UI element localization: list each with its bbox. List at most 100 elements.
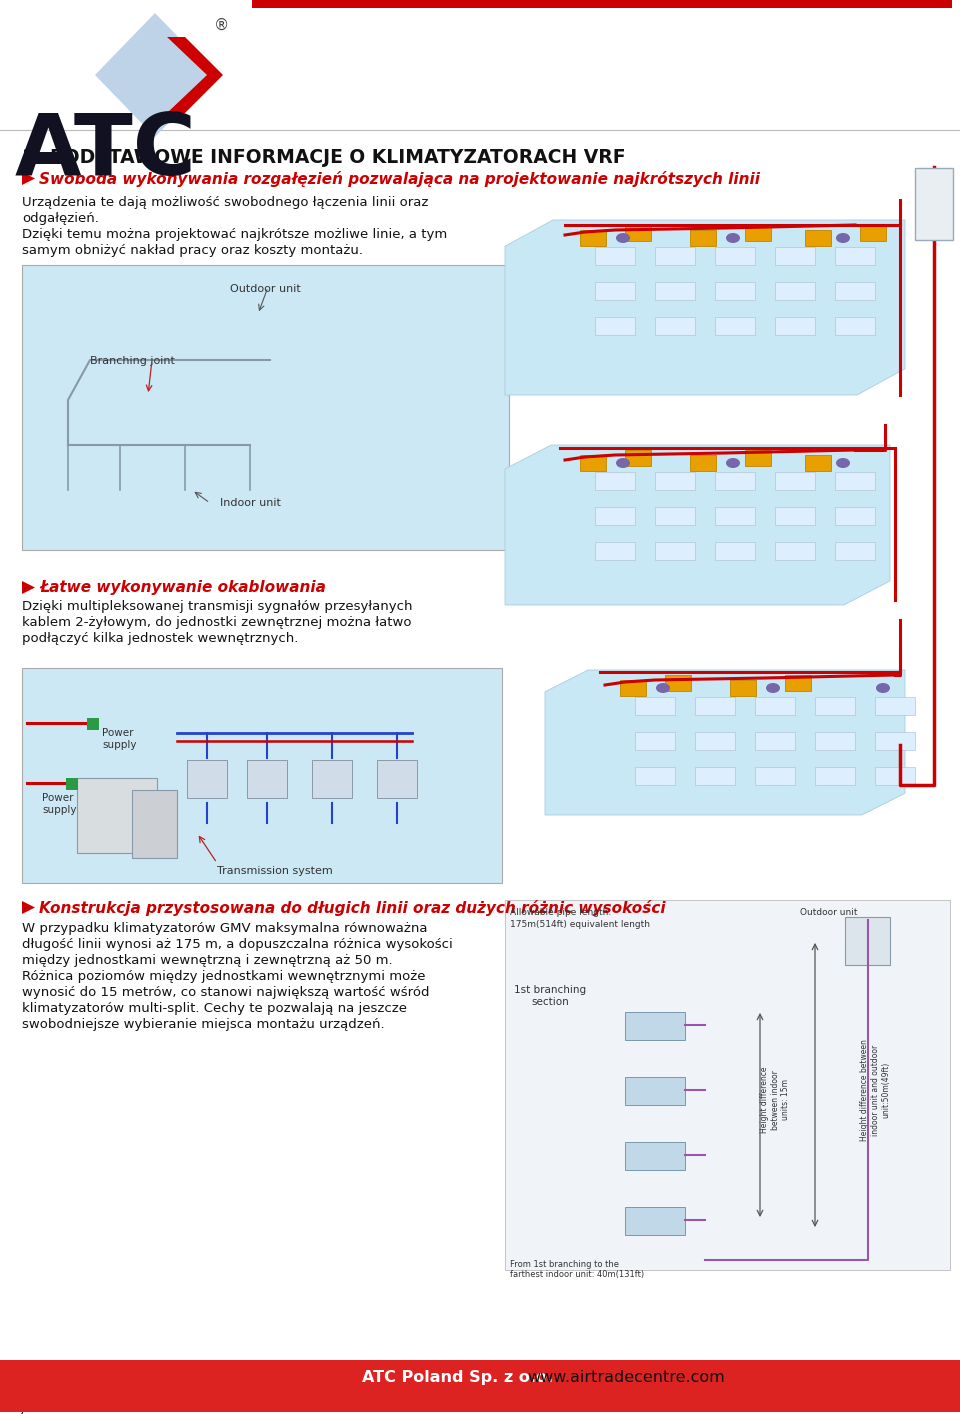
Bar	[715, 317, 755, 335]
Text: Height difference between
indoor unit and outdoor
unit:50m(49ft): Height difference between indoor unit an…	[860, 1039, 890, 1141]
Bar	[695, 697, 735, 715]
Ellipse shape	[876, 683, 890, 693]
Text: W przypadku klimatyzatorów GMV maksymalna równoważna: W przypadku klimatyzatorów GMV maksymaln…	[22, 922, 427, 935]
Bar	[655, 247, 695, 264]
Bar	[595, 247, 635, 264]
Bar	[715, 281, 755, 300]
Text: podłączyć kilka jednostek wewnętrznych.: podłączyć kilka jednostek wewnętrznych.	[22, 632, 299, 645]
Bar	[785, 674, 811, 691]
Bar	[815, 766, 855, 785]
Text: Transmission system: Transmission system	[217, 865, 333, 877]
Bar	[730, 680, 756, 696]
Ellipse shape	[616, 233, 630, 243]
Bar	[625, 1143, 685, 1169]
Bar	[187, 759, 227, 797]
Bar	[595, 472, 635, 491]
Bar	[775, 542, 815, 560]
Ellipse shape	[766, 683, 780, 693]
Bar	[625, 450, 651, 467]
Bar	[77, 778, 157, 853]
Ellipse shape	[836, 233, 850, 243]
Bar	[845, 918, 890, 964]
Bar	[745, 450, 771, 467]
Bar	[665, 674, 691, 691]
Polygon shape	[505, 221, 905, 395]
Polygon shape	[95, 13, 215, 137]
Bar	[745, 225, 771, 240]
Polygon shape	[85, 438, 95, 445]
Ellipse shape	[726, 458, 740, 468]
Bar	[915, 168, 953, 240]
Text: ATC: ATC	[15, 110, 197, 192]
Bar	[715, 247, 755, 264]
Bar	[270, 296, 330, 351]
Text: Różnica poziomów między jednostkami wewnętrznymi może: Różnica poziomów między jednostkami wewn…	[22, 970, 425, 983]
Bar	[117, 495, 169, 534]
Bar	[875, 732, 915, 749]
Bar	[132, 790, 177, 858]
Text: Outdoor unit: Outdoor unit	[800, 908, 857, 918]
Bar	[775, 281, 815, 300]
Text: Power
supply: Power supply	[42, 793, 77, 814]
Text: długość linii wynosi aż 175 m, a dopuszczalna różnica wysokości: długość linii wynosi aż 175 m, a dopuszc…	[22, 937, 453, 952]
Bar	[180, 495, 232, 534]
Text: 175m(514ft) equivalent length: 175m(514ft) equivalent length	[510, 921, 650, 929]
Text: Height difference
between indoor
units: 15m: Height difference between indoor units: …	[760, 1066, 790, 1133]
Bar	[695, 732, 735, 749]
Bar	[22, 667, 502, 882]
Text: Indoor unit: Indoor unit	[220, 498, 281, 508]
Text: 1.: 1.	[22, 148, 42, 167]
Text: swobodniejsze wybieranie miejsca montażu urządzeń.: swobodniejsze wybieranie miejsca montażu…	[22, 1018, 385, 1031]
Text: www.airtradecentre.com: www.airtradecentre.com	[527, 1370, 725, 1384]
Text: Urządzenia te dają możliwość swobodnego łączenia linii oraz: Urządzenia te dają możliwość swobodnego …	[22, 197, 428, 209]
Polygon shape	[167, 37, 223, 113]
Bar	[805, 455, 831, 471]
Bar	[875, 697, 915, 715]
Text: Dzięki multipleksowanej transmisji sygnałów przesyłanych: Dzięki multipleksowanej transmisji sygna…	[22, 600, 413, 614]
Bar	[625, 1208, 685, 1234]
Bar	[247, 759, 287, 797]
Bar	[595, 508, 635, 525]
Bar	[835, 247, 875, 264]
Text: Allowable pipe length:: Allowable pipe length:	[510, 908, 612, 918]
Bar	[715, 542, 755, 560]
Bar	[308, 297, 363, 346]
Text: Branching joint: Branching joint	[90, 356, 175, 366]
Bar	[835, 472, 875, 491]
Bar	[595, 542, 635, 560]
Bar	[755, 766, 795, 785]
Text: 2: 2	[16, 1408, 25, 1414]
Text: odgałęzień.: odgałęzień.	[22, 212, 99, 225]
Polygon shape	[200, 438, 210, 445]
Bar	[655, 472, 695, 491]
Bar	[755, 697, 795, 715]
Bar	[655, 508, 695, 525]
Bar	[815, 697, 855, 715]
Text: Dzięki temu można projektować najkrótsze możliwe linie, a tym: Dzięki temu można projektować najkrótsze…	[22, 228, 447, 240]
Polygon shape	[22, 173, 35, 185]
Text: klimatyzatorów multi-split. Cechy te pozwalają na jeszcze: klimatyzatorów multi-split. Cechy te poz…	[22, 1003, 407, 1015]
Bar	[775, 317, 815, 335]
Text: From 1st branching to the
farthest indoor unit: 40m(131ft): From 1st branching to the farthest indoo…	[510, 1260, 644, 1280]
Bar	[775, 472, 815, 491]
Polygon shape	[22, 901, 35, 913]
Text: ®: ®	[214, 18, 229, 33]
Bar	[755, 732, 795, 749]
Bar	[655, 542, 695, 560]
Bar	[62, 495, 114, 534]
Bar	[655, 317, 695, 335]
Bar	[580, 455, 606, 471]
Bar	[66, 778, 78, 790]
Bar	[860, 225, 886, 240]
Bar	[505, 899, 950, 1270]
Ellipse shape	[726, 233, 740, 243]
Text: PODSTAWOWE INFORMACJE O KLIMATYZATORACH VRF: PODSTAWOWE INFORMACJE O KLIMATYZATORACH …	[50, 148, 626, 167]
Polygon shape	[545, 670, 905, 814]
Bar	[715, 472, 755, 491]
Bar	[242, 495, 294, 534]
Text: ATC Poland Sp. z o.o.: ATC Poland Sp. z o.o.	[362, 1370, 553, 1384]
Bar	[595, 281, 635, 300]
Bar	[377, 759, 417, 797]
Bar	[695, 766, 735, 785]
Bar	[690, 455, 716, 471]
